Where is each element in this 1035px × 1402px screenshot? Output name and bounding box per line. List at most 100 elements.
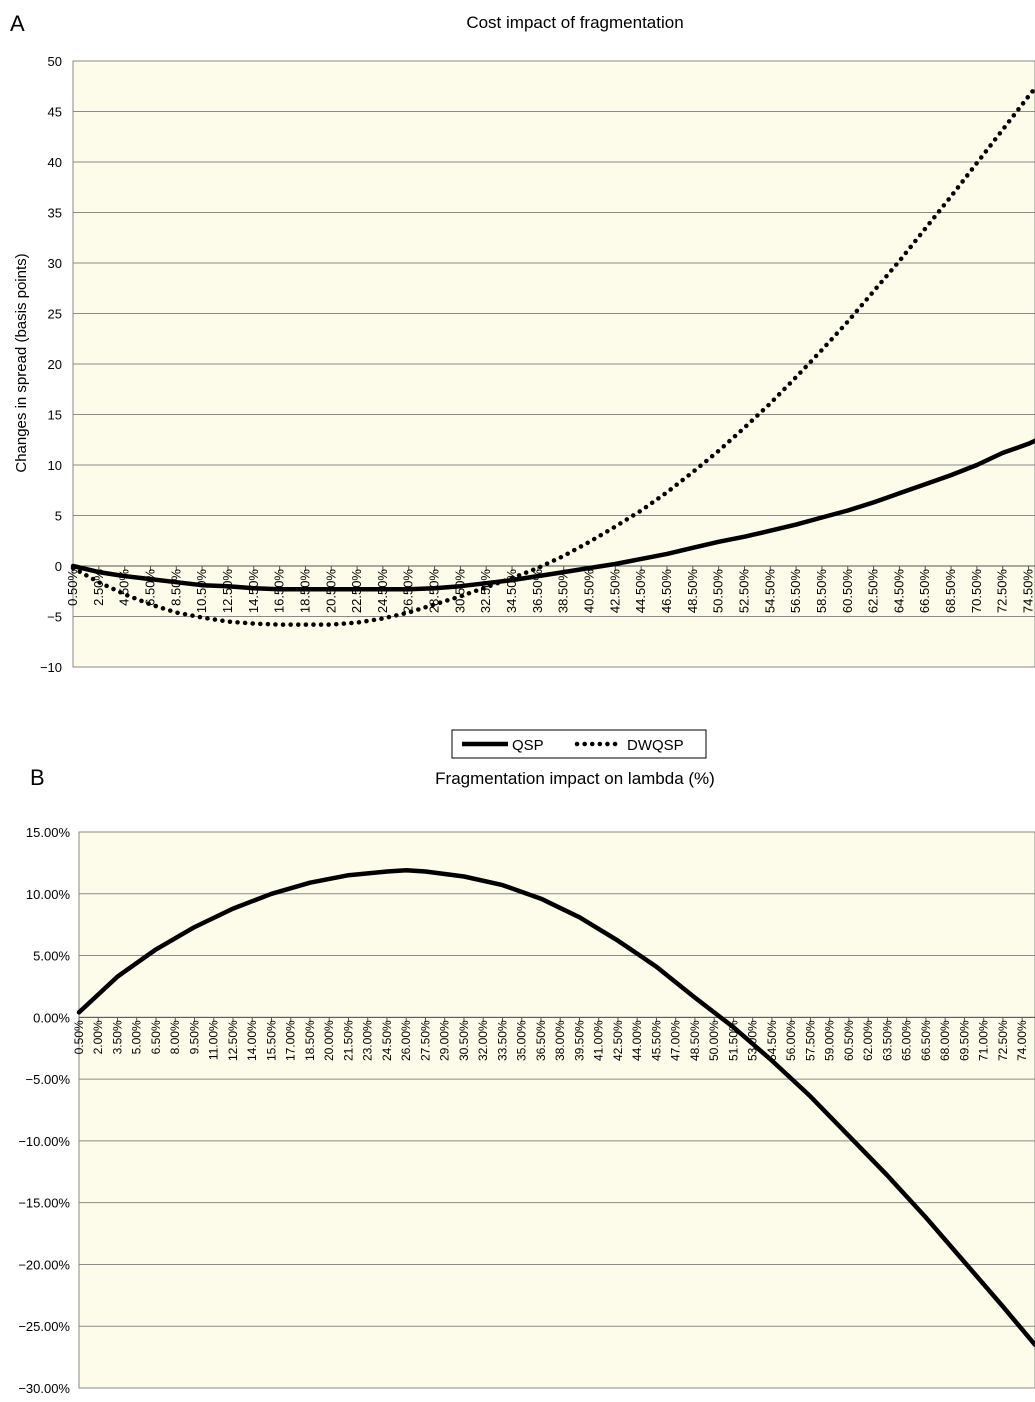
x-tick-label: 6.50% bbox=[142, 569, 157, 606]
y-tick-label: 50 bbox=[48, 54, 62, 69]
x-tick-label: 59.00% bbox=[823, 1020, 837, 1061]
panel-b-y-tick-labels: −30.00% −25.00% −20.00% −15.00% −10.00% −5.00… bbox=[18, 825, 70, 1396]
x-tick-label: 18.50% bbox=[303, 1020, 317, 1061]
panel-b-gridlines bbox=[79, 831, 1035, 1389]
x-tick-label: 0.50% bbox=[72, 1020, 86, 1054]
x-tick-label: 20.00% bbox=[322, 1020, 336, 1061]
x-tick-label: 39.50% bbox=[572, 1020, 586, 1061]
panel-a-title: Cost impact of fragmentation bbox=[466, 13, 683, 32]
x-tick-label: 12.50% bbox=[220, 569, 235, 614]
x-tick-label: 69.50% bbox=[957, 1020, 971, 1061]
panel-b-title: Fragmentation impact on lambda (%) bbox=[435, 769, 715, 788]
panel-b-series bbox=[76, 868, 1035, 1348]
series-line-dwqsp bbox=[70, 86, 1035, 627]
y-tick-label: 5 bbox=[55, 509, 62, 524]
y-tick-label: 5.00% bbox=[33, 949, 70, 964]
panel-a-y-tick-labels: −10 −5 0 5 10 15 20 25 30 35 40 45 50 bbox=[40, 54, 62, 675]
x-tick-label: 6.50% bbox=[149, 1020, 163, 1054]
x-tick-label: 50.50% bbox=[711, 569, 726, 614]
x-tick-label: 28.50% bbox=[427, 569, 442, 614]
x-tick-label: 46.50% bbox=[659, 569, 674, 614]
y-tick-label: 35 bbox=[48, 206, 62, 221]
panel-a: A Cost impact of fragmentation Changes i… bbox=[10, 11, 1035, 675]
x-tick-label: 74.50% bbox=[1021, 569, 1035, 614]
y-tick-label: −5.00% bbox=[26, 1072, 71, 1087]
x-tick-label: 47.00% bbox=[669, 1020, 683, 1061]
x-tick-label: 41.00% bbox=[592, 1020, 606, 1061]
x-tick-label: 36.50% bbox=[530, 569, 545, 614]
x-tick-label: 5.00% bbox=[130, 1020, 144, 1054]
panel-b: B Fragmentation impact on lambda (%) −30… bbox=[18, 765, 1035, 1396]
panel-b-label: B bbox=[30, 765, 45, 790]
x-tick-label: 2.00% bbox=[91, 1020, 105, 1054]
x-tick-label: 52.50% bbox=[736, 569, 751, 614]
x-tick-label: 54.50% bbox=[762, 569, 777, 614]
x-tick-label: 53.00% bbox=[746, 1020, 760, 1061]
y-tick-label: −25.00% bbox=[18, 1319, 70, 1334]
x-tick-label: 24.50% bbox=[380, 1020, 394, 1061]
x-tick-label: 23.00% bbox=[361, 1020, 375, 1061]
legend: QSP DWQSP bbox=[451, 729, 707, 759]
y-tick-label: 10 bbox=[48, 458, 62, 473]
x-tick-label: 63.50% bbox=[880, 1020, 894, 1061]
panel-b-plot-area bbox=[78, 831, 1035, 1389]
x-tick-label: 68.00% bbox=[938, 1020, 952, 1061]
x-tick-label: 44.00% bbox=[630, 1020, 644, 1061]
x-tick-label: 9.50% bbox=[187, 1020, 201, 1054]
x-tick-label: 32.50% bbox=[478, 569, 493, 614]
x-tick-label: 14.00% bbox=[245, 1020, 259, 1061]
x-tick-label: 36.50% bbox=[534, 1020, 548, 1061]
y-tick-label: 40 bbox=[48, 155, 62, 170]
y-tick-label: 15 bbox=[48, 408, 62, 423]
x-tick-label: 56.50% bbox=[788, 569, 803, 614]
x-tick-label: 26.00% bbox=[399, 1020, 413, 1061]
y-tick-label: −15.00% bbox=[18, 1196, 70, 1211]
x-tick-label: 54.50% bbox=[765, 1020, 779, 1061]
series-line-lambda bbox=[76, 868, 1035, 1348]
x-tick-label: 72.50% bbox=[996, 1020, 1010, 1061]
x-tick-label: 44.50% bbox=[633, 569, 648, 614]
x-tick-label: 48.50% bbox=[688, 1020, 702, 1061]
panel-a-label: A bbox=[10, 11, 25, 36]
x-tick-label: 58.50% bbox=[814, 569, 829, 614]
x-tick-label: 56.00% bbox=[784, 1020, 798, 1061]
x-tick-label: 45.50% bbox=[649, 1020, 663, 1061]
panel-a-y-axis-label: Changes in spread (basis points) bbox=[13, 253, 30, 472]
panel-a-x-tick-labels: 0.50% 2.50% 4.50% 6.50% 8.50% 10.50% 12.50% 14.… bbox=[65, 566, 1035, 613]
x-tick-label: 62.00% bbox=[861, 1020, 875, 1061]
y-tick-label: 10.00% bbox=[26, 887, 71, 902]
x-tick-label: 66.50% bbox=[917, 569, 932, 614]
x-tick-label: 14.50% bbox=[246, 569, 261, 614]
x-tick-label: 12.50% bbox=[226, 1020, 240, 1061]
x-tick-label: 50.00% bbox=[707, 1020, 721, 1061]
y-tick-label: 30 bbox=[48, 256, 62, 271]
x-tick-label: 8.50% bbox=[168, 569, 183, 606]
legend-label-qsp: QSP bbox=[512, 737, 544, 754]
x-tick-label: 42.50% bbox=[611, 1020, 625, 1061]
series-line-qsp bbox=[70, 438, 1035, 592]
x-tick-label: 38.00% bbox=[553, 1020, 567, 1061]
y-tick-label: 0 bbox=[55, 559, 62, 574]
y-tick-label: −10 bbox=[40, 660, 62, 675]
x-tick-label: 3.50% bbox=[110, 1020, 124, 1054]
x-tick-label: 8.00% bbox=[168, 1020, 182, 1054]
y-tick-label: −5 bbox=[47, 610, 62, 625]
y-tick-label: −20.00% bbox=[18, 1257, 70, 1272]
legend-label-dwqsp: DWQSP bbox=[627, 737, 684, 754]
x-tick-label: 30.50% bbox=[452, 569, 467, 614]
x-tick-label: 48.50% bbox=[685, 569, 700, 614]
y-tick-label: 0.00% bbox=[33, 1010, 70, 1025]
x-tick-label: 57.50% bbox=[803, 1020, 817, 1061]
x-tick-label: 33.50% bbox=[495, 1020, 509, 1061]
y-tick-label: 20 bbox=[48, 357, 62, 372]
x-tick-label: 40.50% bbox=[582, 569, 597, 614]
x-tick-label: 60.50% bbox=[840, 569, 855, 614]
panel-b-x-tick-labels: 0.50% 2.00% 3.50% 5.00% 6.50% 8.00% 9.50% 11.00… bbox=[72, 1017, 1029, 1061]
y-tick-label: 25 bbox=[48, 307, 62, 322]
x-tick-label: 66.50% bbox=[919, 1020, 933, 1061]
x-tick-label: 72.50% bbox=[995, 569, 1010, 614]
x-tick-label: 35.00% bbox=[515, 1020, 529, 1061]
y-tick-label: 45 bbox=[48, 105, 62, 120]
x-tick-label: 21.50% bbox=[341, 1020, 355, 1061]
